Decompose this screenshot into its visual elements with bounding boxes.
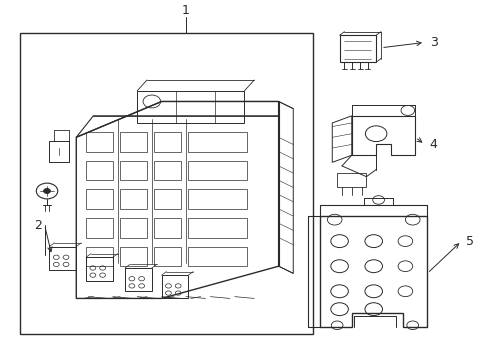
Bar — [120, 161, 147, 180]
Bar — [120, 189, 147, 209]
Bar — [188, 189, 246, 209]
Bar — [161, 275, 188, 298]
Text: 1: 1 — [182, 4, 189, 17]
Text: 3: 3 — [429, 36, 437, 49]
Bar — [86, 218, 113, 238]
Text: 5: 5 — [466, 235, 473, 248]
Bar — [154, 218, 181, 238]
Bar — [339, 35, 375, 62]
Bar — [49, 141, 69, 162]
Bar — [154, 189, 181, 209]
Bar — [86, 257, 113, 280]
Bar — [154, 247, 181, 266]
Bar — [120, 247, 147, 266]
Bar — [154, 132, 181, 152]
Bar — [125, 268, 152, 291]
Text: 2: 2 — [34, 219, 42, 231]
Bar — [188, 161, 246, 180]
Text: 4: 4 — [429, 138, 437, 151]
Bar — [154, 161, 181, 180]
Bar — [188, 247, 246, 266]
Bar — [86, 132, 113, 152]
Bar — [120, 218, 147, 238]
Bar — [20, 33, 312, 334]
Bar — [188, 132, 246, 152]
Bar — [336, 173, 366, 188]
Bar — [86, 247, 113, 266]
Bar — [49, 247, 76, 270]
Circle shape — [43, 189, 50, 194]
Bar — [120, 132, 147, 152]
Bar — [86, 189, 113, 209]
Bar — [188, 218, 246, 238]
Bar — [86, 161, 113, 180]
